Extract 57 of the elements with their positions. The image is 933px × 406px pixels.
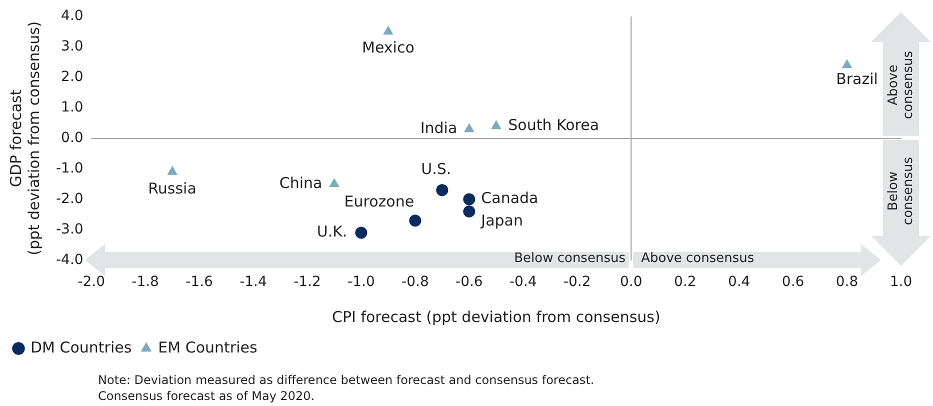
x-tick-label: -0.2 (563, 274, 591, 290)
annotation: Brazil (836, 70, 878, 88)
annotation: U.K. (316, 222, 348, 241)
x-tick-label: 0.4 (728, 274, 750, 290)
y-tick-label: 4.0 (61, 8, 84, 24)
annotation: India (420, 119, 458, 138)
y-axis-title: GDP forecast (ppt deviation from consensus) (6, 21, 43, 256)
x-tick-label: 1.0 (890, 274, 912, 290)
y-tick-label: 3.0 (61, 38, 84, 55)
x-tick-label: 0.0 (620, 274, 642, 290)
x-tick-label: 0.6 (782, 274, 804, 290)
y-tick-label: 1.0 (61, 99, 84, 116)
point (436, 184, 448, 196)
x-tick-label: -0.8 (402, 274, 429, 290)
x-tick-label: 0.8 (836, 274, 858, 290)
text: Consensus forecast as of May 2020. (98, 388, 316, 404)
text: Note: Deviation measured as difference between forecast and consensus forecast. (98, 372, 594, 388)
y-tick-label: -3.0 (56, 221, 84, 238)
annotation: Below consensus (514, 251, 626, 266)
annotation: China (279, 174, 322, 192)
annotation: Japan (480, 211, 524, 230)
x-tick-label: -1.2 (294, 274, 321, 290)
annotation: Eurozone (344, 192, 414, 210)
y-tick-label: 0.0 (61, 130, 84, 146)
x-axis-title: CPI forecast (ppt deviation from consensus) (332, 308, 660, 326)
point (490, 120, 502, 130)
x-tick-label: -1.8 (132, 274, 159, 290)
point (464, 123, 474, 132)
annotation: Canada (481, 189, 538, 208)
y-tick-label: -2.0 (56, 190, 84, 207)
y-tick-label: -1.0 (56, 160, 84, 176)
point (355, 226, 368, 239)
x-tick-label: -1.6 (186, 274, 214, 290)
point (842, 59, 852, 68)
x-tick-label: 0.2 (674, 274, 696, 290)
annotation: U.S. (421, 160, 452, 178)
point (167, 166, 178, 175)
legend-label: EM Countries (158, 338, 258, 356)
point (463, 193, 476, 206)
x-tick-label: -1.0 (348, 274, 375, 290)
annotation: Below consensus (886, 156, 916, 228)
annotation: South Korea (508, 116, 600, 134)
point (329, 178, 340, 188)
point (463, 205, 476, 218)
x-tick-label: -0.6 (456, 274, 483, 290)
annotation: Russia (148, 180, 196, 198)
point (383, 26, 394, 35)
annotation: Mexico (362, 38, 414, 57)
legend-label: DM Countries (30, 338, 132, 356)
x-tick-label: -0.4 (509, 274, 537, 290)
y-tick-label: 2.0 (61, 68, 84, 85)
y-tick-label: -4.0 (56, 252, 84, 268)
point (409, 214, 422, 227)
x-tick-label: -1.4 (240, 274, 267, 290)
x-tick-label: -2.0 (78, 274, 105, 290)
annotation: Above consensus (641, 251, 754, 266)
annotation: Above consensus (886, 50, 916, 122)
